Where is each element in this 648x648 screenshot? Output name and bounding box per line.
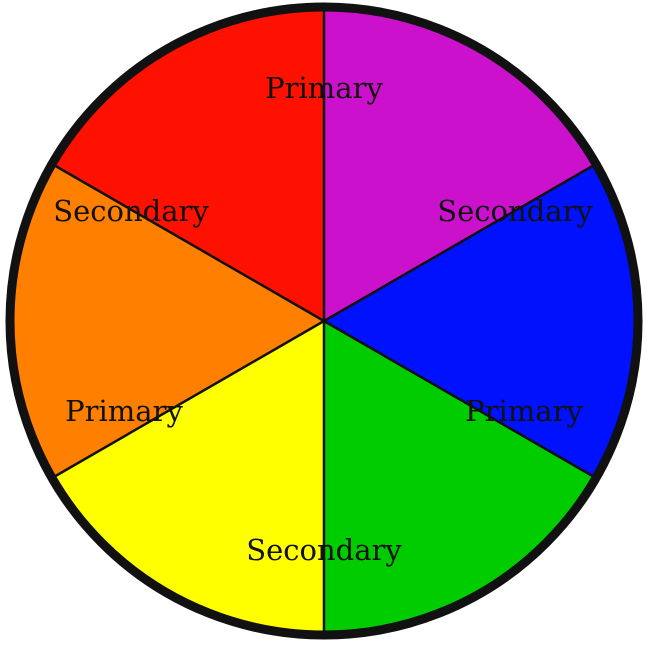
wheel-outline	[5, 2, 643, 640]
divider-line	[51, 319, 325, 480]
segment-blue	[324, 164, 638, 478]
segment-label-orange: Secondary	[53, 194, 209, 228]
segment-label-yellow: Primary	[65, 394, 183, 428]
segment-label-green: Secondary	[246, 533, 402, 567]
segment-label-purple: Secondary	[437, 194, 593, 228]
wheel-labels: Primary Secondary Primary Secondary Prim…	[53, 71, 593, 567]
segment-label-red: Primary	[265, 71, 383, 105]
divider-line	[323, 319, 597, 480]
segment-label-blue: Primary	[465, 394, 583, 428]
divider-line	[323, 162, 597, 323]
segment-orange	[10, 164, 324, 478]
divider-line	[51, 162, 325, 323]
wheel-dividers	[51, 7, 597, 635]
